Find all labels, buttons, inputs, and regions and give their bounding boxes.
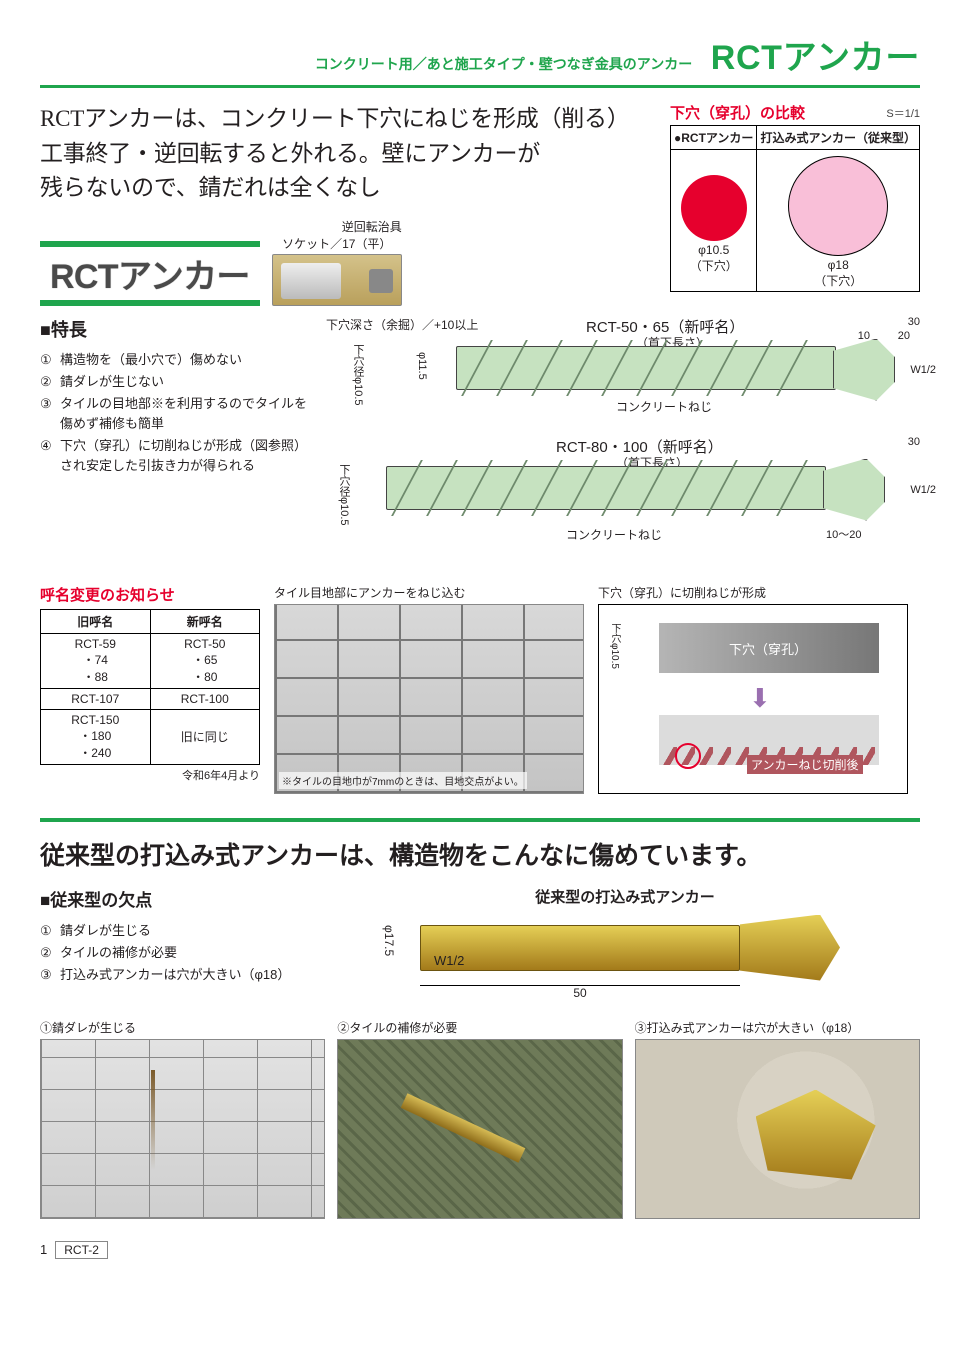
page-footer: 1 RCT-2: [40, 1241, 920, 1259]
cut-dim: 下穴φ10.5: [607, 623, 622, 669]
feature-item: ②錆ダレが生じない: [40, 372, 310, 392]
diag1-head-total: 30: [908, 316, 920, 328]
bottom-photo-3: ③打込み式アンカーは穴が大きい（φ18）: [635, 1019, 920, 1219]
intro-line1: RCTアンカーは、コンクリート下穴にねじを形成（削る）: [40, 106, 630, 131]
bp1-image: [40, 1039, 325, 1219]
header-subtitle: コンクリート用／あと施工タイプ・壁つなぎ金具のアンカー: [315, 56, 692, 72]
anchor-diagram-1: 下穴深さ（余掘）／+10以上 RCT-50・65（新呼名） （首下長さ） 30 …: [326, 316, 920, 436]
header-rule: [40, 85, 920, 88]
diag1-od: φ11.5: [416, 352, 428, 380]
socket-block: 逆回転治具 ソケット／17（平）: [272, 218, 402, 306]
conv-anchor-tip: [740, 915, 840, 981]
conv-hole-dia: φ18: [761, 258, 915, 272]
intro-text: RCTアンカーは、コンクリート下穴にねじを形成（削る） 工事終了・逆回転すると外…: [40, 102, 656, 206]
conv-heading: ■従来型の欠点: [40, 886, 310, 911]
tile-photo-block: タイル目地部にアンカーをねじ込む ※タイルの目地巾が7mmのときは、目地交点がよ…: [274, 584, 584, 794]
page-number: 1: [40, 1242, 47, 1257]
conv-item: ①錆ダレが生じる: [40, 921, 310, 941]
cut-top-label: 下穴（穿孔）: [729, 639, 807, 658]
compare-col1-head: ●RCTアンカー: [671, 126, 757, 150]
rct-hole-circle: [681, 175, 747, 241]
bp3-image: [635, 1039, 920, 1219]
section-divider: [40, 818, 920, 822]
tile-photo-caption: タイル目地部にアンカーをねじ込む: [274, 584, 584, 601]
bp2-image: [337, 1039, 622, 1219]
header-title: RCTアンカー: [711, 39, 920, 77]
bottom-photo-1: ①錆ダレが生じる: [40, 1019, 325, 1219]
product-logo: RCTアンカー: [40, 241, 260, 306]
compare-scale: S＝1/1: [886, 105, 920, 121]
tile-photo-inner-note: ※タイルの目地巾が7mmのときは、目地交点がよい。: [279, 772, 527, 789]
features-heading: ■特長: [40, 316, 310, 342]
socket-image: [272, 254, 402, 306]
conv-hole-sub: （下穴）: [761, 272, 915, 289]
anchor-diagram-2: RCT-80・100（新呼名） （首下長さ） 30 下穴径φ10.5 W1/2 …: [326, 436, 920, 566]
page-header: コンクリート用／あと施工タイプ・壁つなぎ金具のアンカー RCTアンカー: [40, 30, 920, 79]
nc-cell: 旧に同じ: [150, 709, 260, 764]
cut-diagram-block: 下穴（穿孔）に切削ねじが形成 下穴φ10.5 下穴（穿孔） ⬇ アンカーねじ切削…: [598, 584, 908, 794]
nc-col-new: 新呼名: [150, 609, 260, 633]
rct-hole-dia: φ10.5: [675, 243, 752, 257]
nc-cell: RCT-50 ・65 ・80: [150, 633, 260, 688]
footer-code: RCT-2: [55, 1241, 108, 1259]
conv-anchor-body: [420, 925, 740, 971]
conv-len: 50: [420, 985, 740, 1000]
conv-diag-title: 従来型の打込み式アンカー: [330, 886, 920, 907]
conv-hole-circle: [788, 156, 888, 256]
conv-w12: W1/2: [434, 953, 464, 968]
cut-arrow-icon: ⬇: [749, 683, 771, 714]
nc-cell: RCT-100: [150, 688, 260, 709]
rct-hole-sub: （下穴）: [675, 257, 752, 274]
socket-label-top: 逆回転治具: [272, 218, 402, 235]
bottom-photo-2: ②タイルの補修が必要: [337, 1019, 622, 1219]
bp3-caption: ③打込み式アンカーは穴が大きい（φ18）: [635, 1019, 920, 1036]
diag2-hole-dia: 下穴径φ10.5: [336, 464, 352, 526]
conv-dia-v: φ17.5: [382, 925, 396, 956]
nc-footnote: 令和6年4月より: [40, 767, 260, 783]
bp1-caption: ①錆ダレが生じる: [40, 1019, 325, 1036]
diag1-screw-label: コンクリートねじ: [616, 398, 712, 415]
feature-item: ④下穴（穿孔）に切削ねじが形成（図参照）され安定した引抜き力が得られる: [40, 436, 310, 476]
conv-diagram: 従来型の打込み式アンカー φ17.5 W1/2 50: [330, 886, 920, 1005]
diag2-thread: W1/2: [910, 484, 936, 496]
diag1-thread: W1/2: [910, 364, 936, 376]
diag1-head-b: 20: [898, 330, 910, 342]
conventional-headline: 従来型の打込み式アンカーは、構造物をこんなに傷めています。: [40, 836, 920, 872]
name-change-block: 呼名変更のお知らせ 旧呼名 新呼名 RCT-59 ・74 ・88RCT-50 ・…: [40, 584, 260, 794]
intro-line3: 残らないので、錆だれは全くなし: [40, 175, 381, 200]
feature-item: ①構造物を（最小穴で）傷めない: [40, 350, 310, 370]
diag2-head-total: 30: [908, 436, 920, 448]
nc-col-old: 旧呼名: [41, 609, 151, 633]
socket-label-sub: ソケット／17（平）: [272, 235, 402, 252]
bp2-caption: ②タイルの補修が必要: [337, 1019, 622, 1036]
nc-title: 呼名変更のお知らせ: [40, 584, 260, 605]
cut-bottom-label: アンカーねじ切削後: [747, 755, 863, 774]
diag2-threads: [386, 460, 826, 516]
cut-diagram: 下穴φ10.5 下穴（穿孔） ⬇ アンカーねじ切削後: [598, 604, 908, 794]
compare-title: 下穴（穿孔）の比較: [670, 105, 805, 122]
compare-col2-head: 打込み式アンカー（従来型）: [757, 126, 920, 150]
diag1-head-a: 10: [858, 330, 870, 342]
diag1-threads: [456, 340, 836, 396]
nc-cell: RCT-59 ・74 ・88: [41, 633, 151, 688]
tile-photo: ※タイルの目地巾が7mmのときは、目地交点がよい。: [274, 604, 584, 794]
feature-item: ③タイルの目地部※を利用するのでタイルを傷めず補修も簡単: [40, 394, 310, 434]
conv-item: ②タイルの補修が必要: [40, 943, 310, 963]
cut-caption: 下穴（穿孔）に切削ねじが形成: [598, 584, 908, 601]
conv-item: ③打込み式アンカーは穴が大きい（φ18）: [40, 965, 310, 985]
intro-line2: 工事終了・逆回転すると外れる。壁にアンカーが: [40, 141, 540, 166]
nc-cell: RCT-150 ・180 ・240: [41, 709, 151, 764]
hole-comparison: 下穴（穿孔）の比較 S＝1/1 ●RCTアンカー 打込み式アンカー（従来型） φ…: [670, 102, 920, 306]
diag1-depth-label: 下穴深さ（余掘）／+10以上: [326, 316, 478, 333]
diag2-gap: 10～20: [826, 526, 861, 542]
nc-cell: RCT-107: [41, 688, 151, 709]
diag1-hole-dia: 下穴径φ10.5: [350, 344, 366, 406]
cut-highlight-ring: [675, 743, 701, 769]
diag2-screw-label: コンクリートねじ: [566, 526, 662, 543]
